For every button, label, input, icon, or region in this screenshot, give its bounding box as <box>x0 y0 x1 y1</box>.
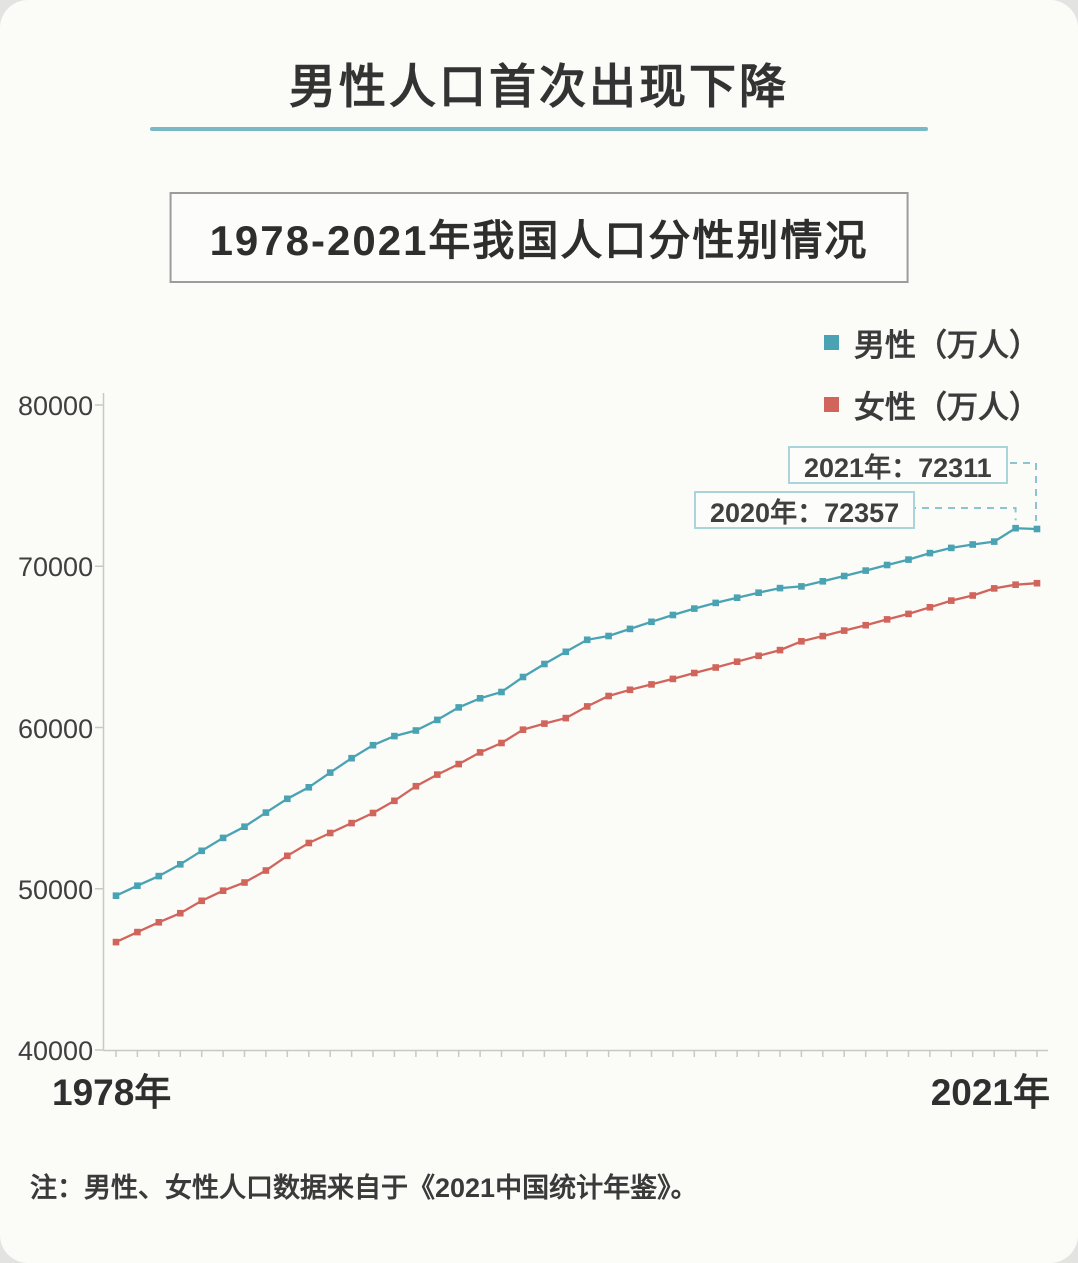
female-series-label: 女性（万人） <box>854 390 1040 425</box>
legend: 男性（万人） 女性（万人） <box>824 320 1040 427</box>
male-series-label: 男性（万人） <box>854 328 1040 363</box>
annotation-2021-value: 2021年：72311 <box>788 446 1008 484</box>
male-series-swatch-icon <box>824 335 839 350</box>
female-series-swatch-icon <box>824 397 839 412</box>
y-axis-label-40000: 40000 <box>18 1036 94 1066</box>
title-underline <box>150 127 928 131</box>
chart-title-box: 1978-2021年我国人口分性别情况 <box>169 192 909 283</box>
page-title: 男性人口首次出现下降 <box>289 60 789 113</box>
legend-item-female: 女性（万人） <box>824 382 1040 427</box>
y-axis-label-50000: 50000 <box>18 875 94 905</box>
y-axis-label-70000: 70000 <box>18 552 94 582</box>
x-axis-label-end: 2021年 <box>930 1072 1050 1113</box>
legend-item-male: 男性（万人） <box>824 320 1040 365</box>
annotation-2020-value: 2020年：72357 <box>694 491 916 529</box>
y-axis-label-60000: 60000 <box>18 714 94 744</box>
y-axis-label-80000: 80000 <box>18 391 94 421</box>
x-axis-label-start: 1978年 <box>52 1072 172 1113</box>
chart-title: 1978-2021年我国人口分性别情况 <box>209 217 869 264</box>
source-note: 注：男性、女性人口数据来自于《2021中国统计年鉴》。 <box>30 1173 698 1203</box>
